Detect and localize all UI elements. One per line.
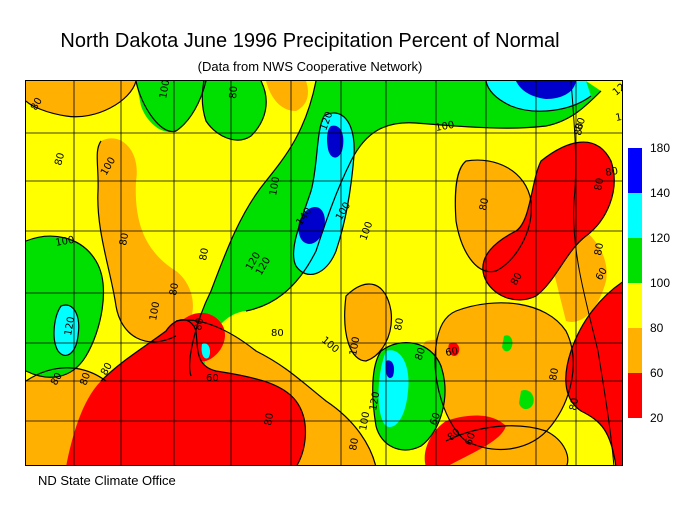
contour-label: 100 bbox=[358, 411, 372, 432]
contour-label: 60 bbox=[445, 346, 459, 359]
contour-label: 80 bbox=[413, 346, 428, 362]
legend-tick-label: 120 bbox=[650, 231, 671, 245]
contour-label: 100 bbox=[268, 176, 282, 197]
contour-label: 80 bbox=[593, 177, 606, 191]
contour-label: 80 bbox=[228, 86, 240, 100]
map-title: North Dakota June 1996 Precipitation Per… bbox=[60, 30, 560, 52]
contour-label: 120 bbox=[368, 391, 382, 412]
contour-label: 80 bbox=[348, 437, 361, 451]
contour-label: 100 bbox=[615, 110, 623, 124]
contour-lines bbox=[26, 81, 622, 465]
contour-label: 80 bbox=[573, 116, 588, 132]
legend-tick-label: 20 bbox=[650, 411, 664, 425]
contour-label: 80 bbox=[263, 412, 276, 426]
contour-label: 80 bbox=[118, 232, 131, 246]
legend-swatch-140-180 bbox=[628, 148, 642, 193]
contour-label: 80 bbox=[193, 317, 206, 331]
contour-label: 80 bbox=[478, 197, 491, 211]
contour-label: 80 bbox=[198, 247, 211, 261]
contour-label: 80 bbox=[393, 317, 406, 331]
contour-label: 80 bbox=[53, 152, 67, 167]
regions-140-180 bbox=[298, 81, 576, 379]
county-boundaries bbox=[26, 81, 622, 465]
contour-label: 80 bbox=[568, 397, 581, 411]
contour-label: 80 bbox=[573, 122, 586, 136]
contour-label: 80 bbox=[605, 166, 619, 179]
legend-tick-label: 100 bbox=[650, 276, 671, 290]
contour-label: 120 bbox=[611, 81, 623, 98]
legend-tick-label: 80 bbox=[650, 321, 664, 335]
contour-label: 120 bbox=[63, 316, 77, 337]
contour-label: 60 bbox=[463, 431, 478, 447]
contour-label: 60 bbox=[428, 411, 443, 427]
contour-label: 100 bbox=[148, 301, 162, 322]
contour-label: 80 bbox=[271, 328, 284, 339]
credit-text: ND State Climate Office bbox=[38, 473, 176, 488]
contour-label: 80 bbox=[78, 371, 93, 387]
contour-label: 80 bbox=[593, 242, 606, 256]
legend-swatch-80-100 bbox=[628, 283, 642, 328]
legend-tick-label: 140 bbox=[650, 186, 671, 200]
precipitation-map: 80 100 80 100 120 100 120 100 80 80 80 100 80 120 140 1… bbox=[25, 80, 623, 466]
color-legend: 180 140 120 100 80 60 20 bbox=[628, 142, 688, 426]
contour-label: 100 bbox=[158, 81, 172, 100]
contour-label: 100 bbox=[348, 336, 362, 357]
contour-label: 100 bbox=[435, 120, 456, 134]
contour-label: 100 bbox=[55, 235, 76, 249]
contour-label: 80 bbox=[168, 282, 181, 296]
legend-swatch-100-120 bbox=[628, 238, 642, 283]
contour-label: 80 bbox=[548, 367, 561, 381]
contour-label: 60 bbox=[206, 373, 219, 384]
legend-swatch-20-60 bbox=[628, 373, 642, 418]
legend-tick-label: 60 bbox=[650, 366, 664, 380]
legend-swatch-60-80 bbox=[628, 328, 642, 373]
legend-swatch-120-140 bbox=[628, 193, 642, 238]
legend-tick-label: 180 bbox=[650, 141, 671, 155]
map-subtitle: (Data from NWS Cooperative Network) bbox=[197, 59, 423, 74]
